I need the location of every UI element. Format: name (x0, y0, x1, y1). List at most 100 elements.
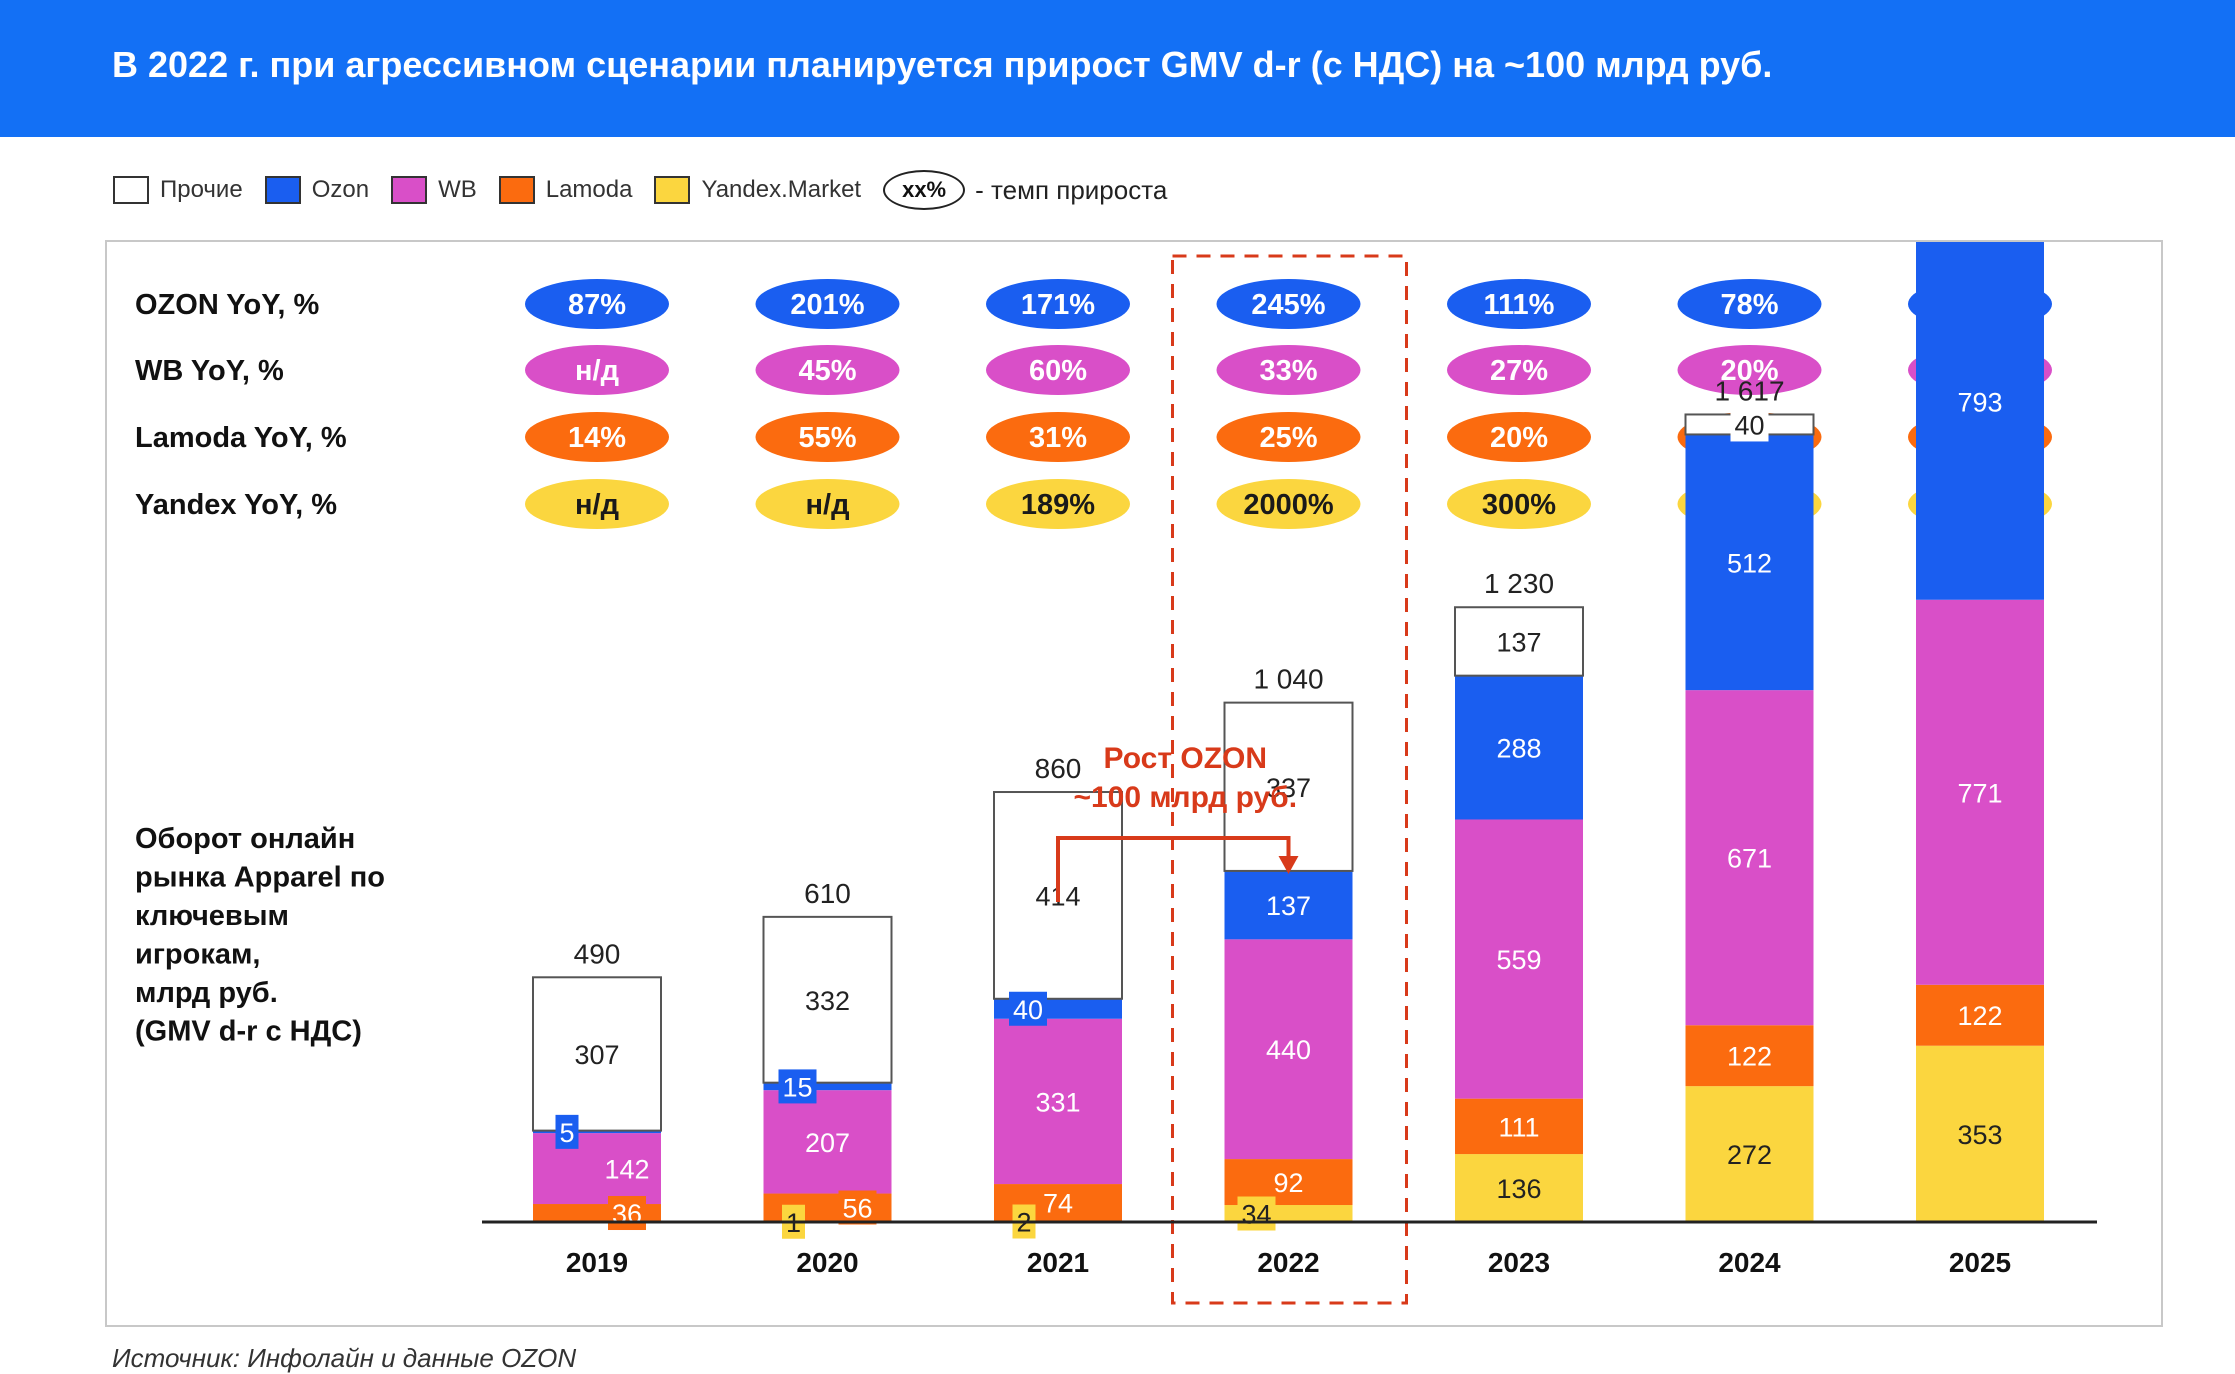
yoy-oval (525, 345, 669, 395)
segment-label: 137 (1266, 891, 1311, 921)
ylabel-line: (GMV d-r с НДС) (135, 1016, 362, 1048)
bar-segment (1685, 434, 1814, 691)
yoy-value: 245% (1251, 289, 1325, 321)
yoy-oval (1677, 279, 1822, 329)
bar-segment (1224, 939, 1353, 1160)
legend-label: Ozon (311, 176, 370, 203)
yoy-oval (1216, 479, 1361, 529)
yoy-oval (755, 479, 900, 529)
segment-label: 671 (1727, 844, 1772, 874)
segment-label: 122 (1957, 1001, 2002, 1031)
yoy-value: 300% (1482, 489, 1556, 521)
yoy-oval (525, 412, 669, 462)
segment-label: 272 (1727, 1140, 1772, 1170)
yoy-value: 20% (1490, 422, 1548, 454)
yoy-value: 14% (568, 422, 626, 454)
segment-label: 332 (805, 986, 850, 1016)
segment-label: 122 (1727, 1042, 1772, 1072)
segment-label: 136 (1496, 1174, 1541, 1204)
legend-item-other: Прочие (113, 176, 243, 204)
legend-label: WB (438, 176, 477, 203)
bar-segment (1685, 1025, 1814, 1087)
segment-label: 207 (805, 1128, 850, 1158)
segment-label: 40 (1734, 410, 1764, 440)
yoy-value: 78% (1720, 289, 1778, 321)
yoy-oval (755, 345, 900, 395)
annotation-text: Рост OZON (1103, 742, 1267, 775)
highlight-box (1171, 254, 1408, 1305)
yoy-value: 111% (1484, 289, 1555, 321)
category-label: 2023 (1488, 1247, 1550, 1278)
yoy-oval (755, 412, 900, 462)
ylabel-line: Оборот онлайн (135, 823, 355, 855)
yoy-oval (986, 479, 1130, 529)
bar-segment (994, 1018, 1122, 1185)
yoy-oval (525, 279, 669, 329)
category-label: 2022 (1257, 1247, 1319, 1278)
category-label: 2019 (566, 1247, 628, 1278)
bar-segment (1455, 1098, 1583, 1155)
segment-badge (1237, 1196, 1276, 1231)
segment-label: 307 (574, 1040, 619, 1070)
total-label: 1 230 (1484, 568, 1554, 599)
yoy-value: 33% (1259, 355, 1317, 387)
yoy-value: 60% (1029, 355, 1087, 387)
yoy-row-label: Lamoda YoY, % (135, 422, 347, 454)
yoy-value: н/д (575, 489, 619, 521)
category-label: 2024 (1718, 1247, 1781, 1278)
total-label: 490 (574, 938, 621, 969)
bar-segment (762, 915, 893, 1084)
legend-swatch (264, 176, 301, 204)
segment-label: 15 (782, 1072, 812, 1102)
bar-segment (533, 1133, 661, 1205)
yoy-value: 55% (798, 422, 856, 454)
legend-item-yandex: Yandex.Market (654, 176, 861, 204)
legend-growth-label: - темп прироста (975, 174, 1168, 205)
segment-label: 512 (1727, 548, 1772, 578)
segment-label: 5 (559, 1118, 574, 1148)
legend-swatch (391, 176, 428, 204)
total-label: 1 617 (1714, 375, 1784, 406)
bar-segment (532, 976, 662, 1132)
yoy-oval (525, 479, 669, 529)
segment-label: 337 (1266, 773, 1311, 803)
yoy-oval (1677, 345, 1822, 395)
chart-panel: OZON YoY, % 87% 201% 171% 245% 111% 78% 55% WB Y… (105, 240, 2163, 1327)
segment-label: 34 (1241, 1200, 1271, 1230)
yoy-value: 20% (1720, 355, 1778, 387)
yoy-oval (1447, 412, 1591, 462)
bar-segment (1455, 1154, 1583, 1222)
bar-segment (1916, 984, 2044, 1046)
legend-item-ozon: Ozon (264, 176, 370, 204)
header-bar: В 2022 г. при агрессивном сценарии плани… (0, 0, 2235, 137)
yoy-value: 189% (1021, 489, 1095, 521)
legend-item-lamoda: Lamoda (498, 176, 632, 204)
yoy-oval (986, 345, 1130, 395)
yoy-oval (1216, 279, 1361, 329)
bar-segment (1916, 599, 2044, 985)
annotation-text: ~100 млрд руб. (1073, 781, 1297, 814)
yoy-oval (1216, 345, 1361, 395)
total-label: 860 (1035, 753, 1082, 784)
segment-badge (555, 1114, 579, 1149)
ylabel-line: рынка Apparel по (135, 862, 385, 894)
total-label: 610 (804, 878, 851, 909)
ylabel-line: млрд руб. (135, 977, 278, 1009)
bar-segment (763, 1090, 892, 1194)
segment-label: 92 (1273, 1168, 1303, 1198)
yoy-oval (986, 412, 1130, 462)
source-note: Источник: Инфолайн и данные OZON (112, 1343, 577, 1373)
segment-badge (1730, 407, 1769, 442)
segment-label: 559 (1496, 945, 1541, 975)
yoy-value: н/д (575, 355, 619, 387)
yoy-value: 2000% (1243, 489, 1334, 521)
bar-segment (1685, 690, 1814, 1026)
yoy-value: 25% (1259, 422, 1317, 454)
segment-label: 353 (1957, 1120, 2002, 1150)
bar-segment (1455, 675, 1583, 820)
legend-item-wb: WB (391, 176, 477, 204)
ylabel-line: ключевым (135, 900, 289, 932)
stacked-bar-chart: OZON YoY, % 87% 201% 171% 245% 111% 78% 55% WB Y… (135, 242, 2097, 1305)
yoy-oval (1216, 412, 1361, 462)
segment-label: 40 (1013, 995, 1043, 1025)
